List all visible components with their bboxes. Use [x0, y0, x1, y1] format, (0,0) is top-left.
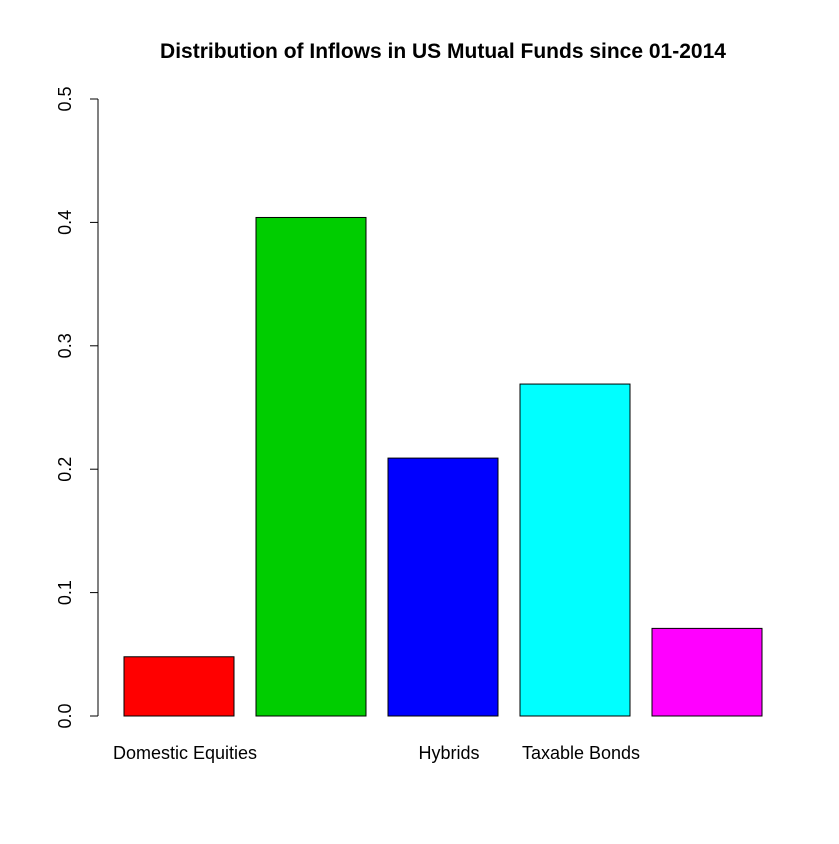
y-tick-label: 0.2 — [55, 457, 75, 482]
bar — [519, 383, 631, 717]
x-axis-labels: Domestic Equities Hybrids Taxable Bonds — [113, 743, 640, 763]
y-tick-label: 0.4 — [55, 210, 75, 235]
bar — [255, 216, 367, 717]
y-tick-label: 0.5 — [55, 86, 75, 111]
x-category-label: Hybrids — [418, 743, 479, 763]
y-tick-label: 0.0 — [55, 703, 75, 728]
bar — [651, 627, 763, 717]
bar — [123, 656, 235, 717]
y-tick-label: 0.3 — [55, 333, 75, 358]
bar — [387, 457, 499, 717]
chart-title: Distribution of Inflows in US Mutual Fun… — [160, 40, 726, 63]
y-tick-label: 0.1 — [55, 580, 75, 605]
x-category-label: Domestic Equities — [113, 743, 257, 763]
y-axis: 0.0 0.1 0.2 0.3 0.4 0.5 — [55, 86, 99, 729]
bars-group — [123, 216, 763, 717]
x-category-label: Taxable Bonds — [522, 743, 640, 763]
